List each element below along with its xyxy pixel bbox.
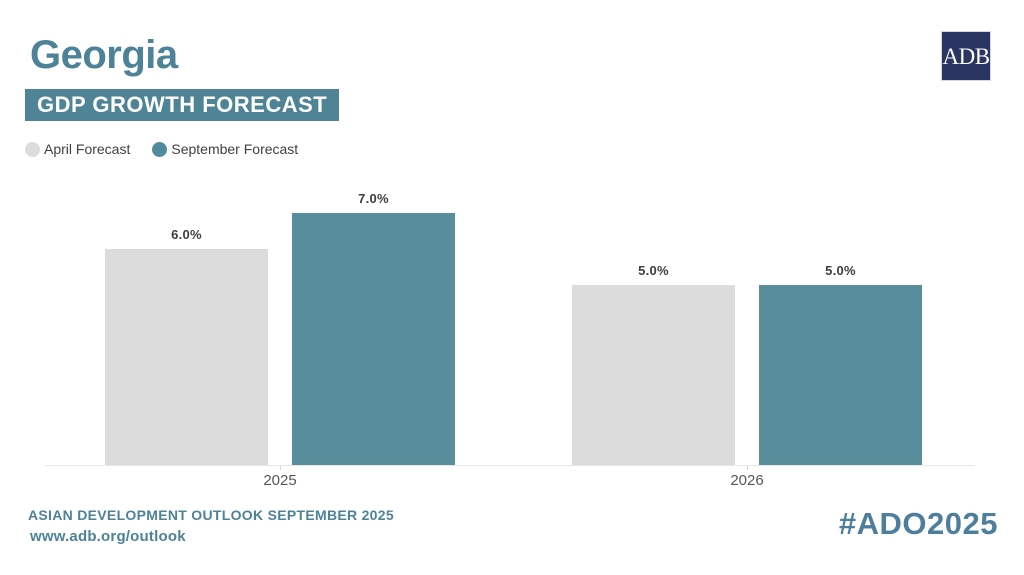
x-axis-line	[45, 465, 975, 466]
april-forecast-dot-icon	[25, 141, 40, 157]
bar-value-label: 5.0%	[825, 263, 856, 278]
bar-value-label: 6.0%	[171, 227, 202, 242]
x-axis-label: 2026	[730, 472, 764, 489]
bar-value-label: 7.0%	[358, 191, 389, 206]
bar-april-forecast-2025	[105, 249, 268, 465]
x-axis-label: 2025	[263, 472, 297, 489]
legend-item-september: September Forecast	[152, 141, 298, 157]
axis-tick	[280, 466, 281, 470]
footer-url: www.adb.org/outlook	[30, 528, 186, 545]
axis-tick	[747, 466, 748, 470]
bar-september-forecast-2026	[759, 285, 922, 465]
adb-logo: ADB	[941, 31, 991, 81]
bar-april-forecast-2026	[572, 285, 735, 465]
footer-report-title: ASIAN DEVELOPMENT OUTLOOK SEPTEMBER 2025	[28, 507, 394, 523]
september-forecast-dot-icon	[152, 141, 168, 157]
footer-hashtag: #ADO2025	[838, 506, 998, 541]
subtitle-badge: GDP GROWTH FORECAST	[25, 89, 340, 121]
legend-item-april: April Forecast	[25, 141, 130, 157]
chart-legend: April Forecast September Forecast	[25, 141, 298, 157]
page-title: Georgia	[30, 33, 178, 77]
bar-value-label: 5.0%	[638, 263, 669, 278]
adb-logo-text: ADB	[942, 44, 990, 69]
bar-september-forecast-2025	[292, 213, 455, 465]
legend-label: September Forecast	[171, 141, 299, 157]
legend-label: April Forecast	[44, 141, 131, 157]
